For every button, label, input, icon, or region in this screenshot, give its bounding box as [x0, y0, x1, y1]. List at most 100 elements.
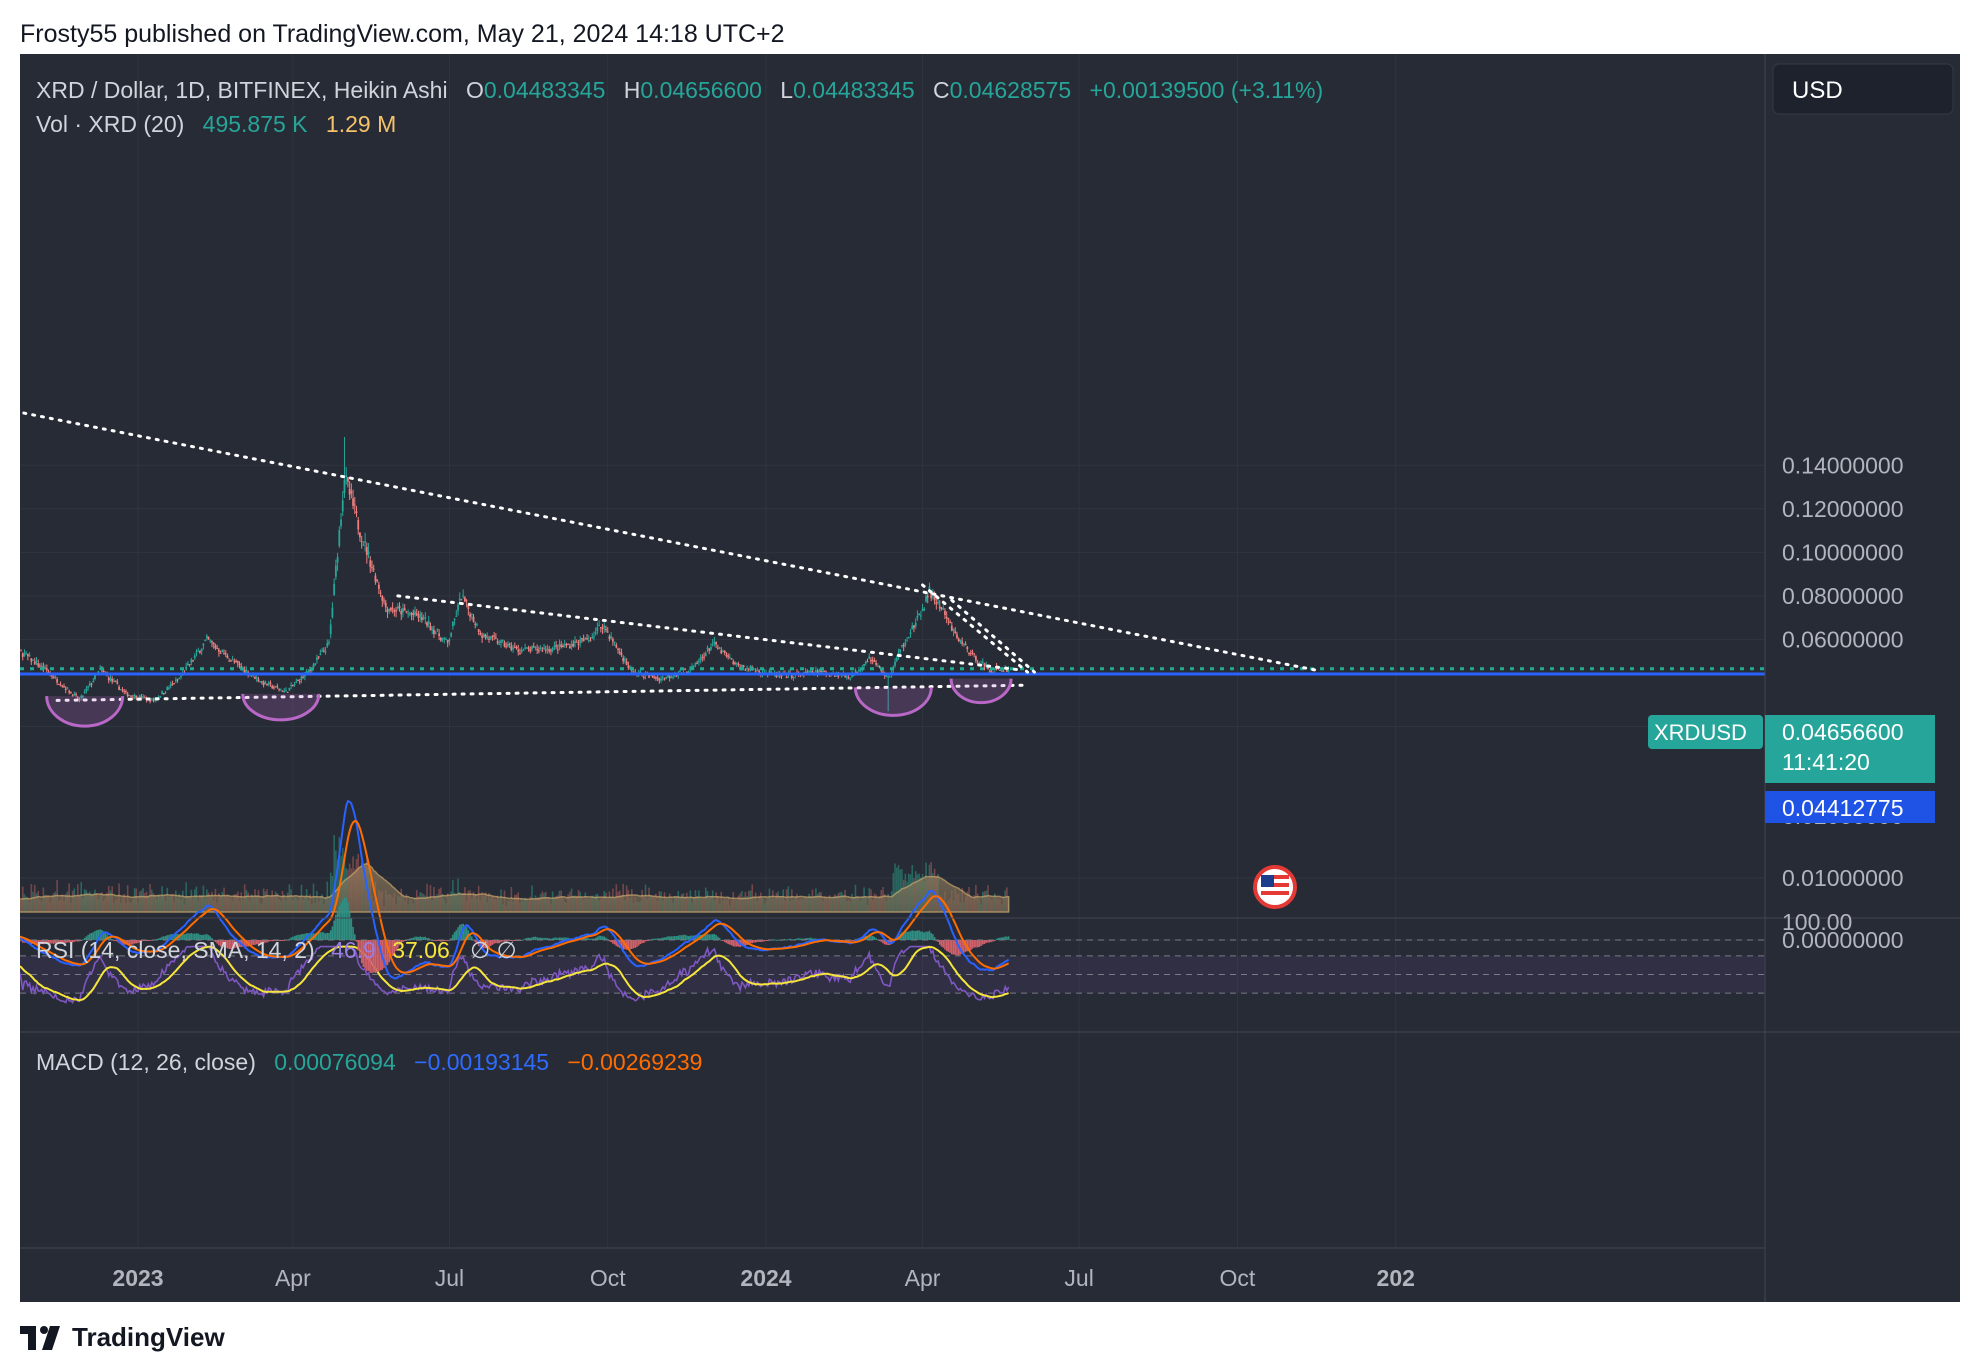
macd-hist-bar	[527, 937, 530, 940]
candle-body	[460, 599, 463, 601]
macd-hist-bar	[137, 940, 139, 944]
macd-hist-bar	[347, 902, 349, 940]
macd-hist-bar	[302, 934, 304, 940]
macd-hist-bar	[1007, 936, 1010, 940]
macd-hist-bar	[641, 940, 643, 944]
candle-body	[388, 608, 391, 612]
candle-body	[185, 666, 188, 670]
macd-hist-bar	[660, 938, 662, 940]
price-tick-label: 0.08000000	[1782, 583, 1904, 609]
candle-body	[770, 671, 773, 673]
macd-hist-bar	[89, 933, 91, 940]
last-price-tag: 0.04656600	[1782, 719, 1904, 745]
macd-legend: MACD (12, 26, close) 0.00076094 −0.00193…	[36, 1049, 702, 1075]
candle-body	[479, 632, 482, 635]
line-price-tag: 0.04412775	[1782, 795, 1904, 821]
macd-hist-bar	[185, 933, 187, 940]
candle-body	[742, 665, 745, 667]
drawings[interactable]	[20, 404, 1317, 728]
macd-value: 0.00076094	[274, 1049, 396, 1075]
candle-body	[383, 600, 385, 602]
currency-button[interactable]: USD	[1772, 63, 1954, 115]
tradingview-logo[interactable]: TradingView	[20, 1322, 225, 1353]
macd-hist-bar	[808, 937, 810, 940]
candle-body	[295, 681, 298, 684]
legend-l-label: L	[780, 77, 793, 103]
us-flag-event-icon[interactable]	[1253, 865, 1297, 909]
candle-body	[350, 491, 353, 493]
macd-hist-bar	[254, 940, 256, 945]
macd-hist-bar	[424, 936, 427, 940]
legend-change: +0.00139500 (+3.11%)	[1090, 77, 1324, 103]
candle-body	[398, 606, 401, 608]
candle-body	[520, 650, 523, 653]
macd-hist-bar	[717, 936, 719, 940]
macd-hist-bar	[773, 939, 776, 941]
legend-o-label: O	[466, 77, 484, 103]
candle-body	[611, 638, 614, 642]
candle-body	[864, 661, 867, 664]
candle-body	[574, 641, 576, 644]
macd-hist-bar	[47, 940, 50, 944]
candle-body	[632, 671, 635, 673]
candle-body	[591, 637, 594, 639]
candle-body	[885, 675, 888, 677]
candle-body	[131, 697, 134, 699]
macd-hist-bar	[147, 940, 150, 941]
macd-hist-bar	[433, 940, 435, 941]
macd-hist-bar	[345, 897, 347, 940]
macd-hist-bar	[730, 940, 733, 946]
macd-hist-bar	[999, 937, 1001, 940]
macd-hist-bar	[930, 933, 932, 940]
candle-body	[692, 666, 695, 668]
macd-hist-bar	[319, 932, 322, 940]
macd-hist-bar	[316, 932, 318, 940]
macd-hist-bar	[419, 936, 421, 940]
candle-body	[173, 683, 176, 685]
candle-body	[54, 676, 57, 678]
volume-bar	[341, 848, 344, 912]
candle-body	[235, 660, 237, 662]
macd-hist-bar	[799, 938, 802, 940]
macd-hist-bar	[400, 940, 403, 945]
candle-body	[730, 658, 733, 660]
candle-body	[615, 644, 618, 648]
macd-hist-bar	[672, 936, 674, 940]
candle-body	[847, 677, 850, 679]
candle-body	[821, 670, 824, 672]
volume-ma: 1.29 M	[326, 111, 396, 137]
price-chart[interactable]: 0.14000000 0.12000000 0.10000000 0.08000000…	[20, 54, 1960, 1302]
macd-hist-bar	[271, 940, 274, 942]
macd-hist-bar	[729, 940, 731, 945]
candle-body	[32, 659, 34, 661]
candle-body	[577, 643, 580, 645]
candle-body	[923, 609, 926, 611]
macd-hist-bar	[565, 937, 568, 940]
macd-hist-bar	[157, 938, 160, 940]
macd-hist-bar	[658, 938, 661, 940]
candle-body	[508, 643, 511, 645]
macd-hist-bar	[376, 940, 378, 972]
macd-hist-bar	[374, 940, 377, 974]
macd-hist-bar	[341, 900, 344, 940]
macd-hist-bar	[536, 937, 538, 940]
cup-marker-1	[45, 696, 125, 728]
macd-hist-bar	[280, 940, 282, 941]
candle-body	[505, 646, 508, 648]
candle-body	[123, 690, 126, 692]
price-axis[interactable]: 0.14000000 0.12000000 0.10000000 0.08000000…	[1782, 452, 1904, 953]
candle-body	[926, 595, 929, 598]
time-axis[interactable]: 2023 Apr Jul Oct 2024 Apr Jul Oct 202	[112, 1265, 1414, 1291]
candle-body	[672, 676, 674, 678]
candle-body	[334, 565, 337, 577]
candle-body	[663, 678, 666, 680]
candle-body	[916, 616, 919, 619]
price-tags: XRDUSD 0.04656600 11:41:20 0.04412775	[1648, 715, 1935, 823]
candle-body	[790, 675, 793, 678]
macd-hist-bar	[686, 935, 688, 940]
candle-body	[453, 618, 456, 620]
macd-hist-bar	[918, 930, 920, 940]
macd-hist-bar	[510, 940, 513, 942]
candle-body	[188, 664, 191, 666]
chart-frame[interactable]: 0.14000000 0.12000000 0.10000000 0.08000000…	[20, 54, 1960, 1302]
